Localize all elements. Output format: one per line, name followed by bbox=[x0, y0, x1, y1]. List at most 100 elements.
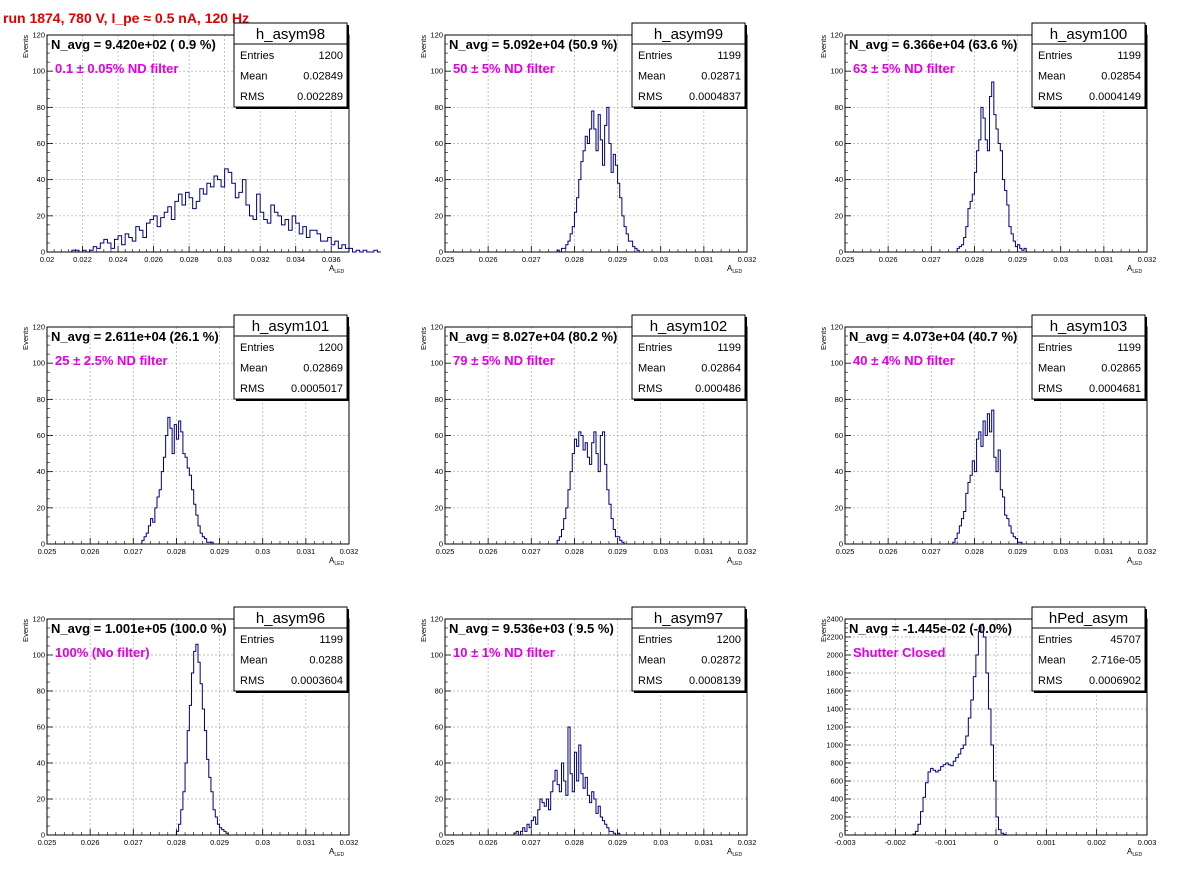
x-tick-label: 0.003 bbox=[1138, 838, 1157, 847]
y-tick-label: 100 bbox=[830, 359, 843, 368]
x-tick-label: 0.031 bbox=[694, 547, 713, 556]
y-tick-label: 120 bbox=[32, 323, 45, 332]
histogram-panel-h_asym98: 0.02 0.022 0.024 0.026 0.028 0.03 0.032 0.034 0.… bbox=[21, 22, 381, 275]
y-tick-label: 120 bbox=[430, 31, 443, 40]
y-tick-label: 120 bbox=[830, 31, 843, 40]
y-tick-label: 1400 bbox=[826, 705, 843, 714]
stats-title: h_asym96 bbox=[256, 610, 325, 627]
filter-annotation: 10 ± 1% ND filter bbox=[453, 645, 555, 660]
y-tick-label: 0 bbox=[839, 831, 843, 840]
x-tick-label: 0.03 bbox=[653, 255, 668, 264]
x-tick-label: 0.029 bbox=[608, 838, 627, 847]
x-tick-label: 0.002 bbox=[1087, 838, 1106, 847]
x-axis-label: ALED bbox=[727, 556, 742, 567]
x-tick-label: 0.029 bbox=[1008, 255, 1027, 264]
x-tick-label: 0.028 bbox=[167, 547, 186, 556]
stats-value: 0.02872 bbox=[701, 655, 741, 667]
y-tick-label: 2400 bbox=[826, 615, 843, 624]
x-tick-label: 0.03 bbox=[653, 838, 668, 847]
n-avg-header: N_avg = 2.611e+04 (26.1 %) bbox=[51, 329, 219, 344]
stats-value: 1200 bbox=[319, 342, 343, 354]
y-tick-label: 0 bbox=[41, 540, 45, 549]
stats-value: 0.0004149 bbox=[1089, 91, 1141, 103]
stats-value: 0.0008139 bbox=[689, 675, 741, 687]
stats-box: h_asym100 Entries 1199 Mean 0.02854 RMS 0.0004… bbox=[1031, 22, 1147, 109]
y-tick-label: 0 bbox=[839, 540, 843, 549]
y-tick-label: 100 bbox=[430, 359, 443, 368]
y-tick-label: 60 bbox=[435, 723, 443, 732]
stats-value: 0.02864 bbox=[701, 363, 741, 375]
y-tick-label: 40 bbox=[835, 175, 843, 184]
x-tick-label: 0.022 bbox=[73, 255, 92, 264]
stats-box: h_asym99 Entries 1199 Mean 0.02871 RMS 0.00048… bbox=[631, 22, 747, 109]
x-tick-label: -0.001 bbox=[935, 838, 956, 847]
x-tick-label: 0.032 bbox=[738, 547, 757, 556]
stats-box-frame bbox=[1031, 22, 1146, 108]
stats-label: Mean bbox=[638, 71, 666, 83]
stats-box-frame bbox=[233, 22, 348, 108]
stats-value: 0.0003604 bbox=[291, 675, 343, 687]
stats-value: 0.002289 bbox=[297, 91, 343, 103]
y-tick-label: 80 bbox=[435, 687, 443, 696]
y-tick-label: 100 bbox=[32, 651, 45, 660]
y-tick-label: 60 bbox=[37, 139, 45, 148]
y-tick-label: 80 bbox=[37, 103, 45, 112]
stats-value: 1200 bbox=[319, 50, 343, 62]
stats-label: Entries bbox=[638, 342, 673, 354]
stats-label: Entries bbox=[1038, 342, 1073, 354]
stats-label: RMS bbox=[240, 91, 264, 103]
page-title: run 1874, 780 V, I_pe ≈ 0.5 nA, 120 Hz bbox=[3, 10, 250, 26]
y-tick-label: 120 bbox=[32, 31, 45, 40]
n-avg-header: N_avg = 1.001e+05 (100.0 %) bbox=[51, 621, 227, 636]
y-tick-label: 0 bbox=[839, 248, 843, 257]
x-axis-label: ALED bbox=[1127, 556, 1142, 567]
y-tick-label: 60 bbox=[435, 431, 443, 440]
stats-label: Entries bbox=[240, 342, 275, 354]
x-tick-label: 0.026 bbox=[879, 255, 898, 264]
x-tick-label: 0.001 bbox=[1037, 838, 1056, 847]
n-avg-header: N_avg = 9.420e+02 ( 0.9 %) bbox=[51, 37, 216, 52]
y-tick-label: 40 bbox=[37, 759, 45, 768]
stats-label: Mean bbox=[1038, 655, 1066, 667]
x-tick-label: 0.025 bbox=[436, 838, 455, 847]
y-axis-label: Events bbox=[419, 327, 428, 350]
stats-label: Entries bbox=[1038, 50, 1073, 62]
x-tick-label: 0.029 bbox=[210, 547, 229, 556]
n-avg-header: N_avg = 9.536e+03 ( 9.5 %) bbox=[449, 621, 614, 636]
x-tick-label: 0.026 bbox=[479, 255, 498, 264]
y-tick-label: 60 bbox=[435, 139, 443, 148]
x-tick-label: 0.026 bbox=[879, 547, 898, 556]
y-tick-label: 80 bbox=[435, 103, 443, 112]
y-tick-label: 100 bbox=[32, 359, 45, 368]
x-tick-label: 0.028 bbox=[180, 255, 199, 264]
x-tick-label: 0 bbox=[994, 838, 998, 847]
y-tick-label: 120 bbox=[430, 323, 443, 332]
x-tick-label: 0.03 bbox=[653, 547, 668, 556]
stats-value: 1199 bbox=[717, 50, 741, 62]
x-tick-label: 0.032 bbox=[340, 547, 359, 556]
y-axis-label: Events bbox=[21, 327, 30, 350]
y-tick-label: 60 bbox=[835, 431, 843, 440]
y-tick-label: 1000 bbox=[826, 741, 843, 750]
y-tick-label: 0 bbox=[439, 540, 443, 549]
y-tick-label: 1200 bbox=[826, 723, 843, 732]
x-tick-label: 0.027 bbox=[922, 547, 941, 556]
stats-value: 0.02849 bbox=[303, 71, 343, 83]
x-tick-label: 0.03 bbox=[255, 547, 270, 556]
y-tick-label: 80 bbox=[435, 395, 443, 404]
y-tick-label: 1600 bbox=[826, 687, 843, 696]
stats-value: 0.02865 bbox=[1101, 363, 1141, 375]
histogram-panel-h_asym101: 0.025 0.026 0.027 0.028 0.029 0.03 0.031 0.032 0… bbox=[21, 314, 359, 567]
stats-title: h_asym99 bbox=[654, 26, 723, 43]
stats-box: h_asym101 Entries 1200 Mean 0.02869 RMS 0.0005… bbox=[233, 314, 349, 401]
y-tick-label: 800 bbox=[830, 759, 843, 768]
x-tick-label: 0.03 bbox=[1053, 547, 1068, 556]
histogram-panel-hPed_asym: -0.003 -0.002 -0.001 0 0.001 0.002 0.003 0 200 40… bbox=[819, 606, 1157, 858]
x-tick-label: 0.032 bbox=[251, 255, 270, 264]
y-tick-label: 40 bbox=[435, 759, 443, 768]
stats-label: Mean bbox=[240, 655, 268, 667]
y-tick-label: 60 bbox=[37, 431, 45, 440]
x-tick-label: 0.03 bbox=[255, 838, 270, 847]
y-tick-label: 80 bbox=[37, 687, 45, 696]
